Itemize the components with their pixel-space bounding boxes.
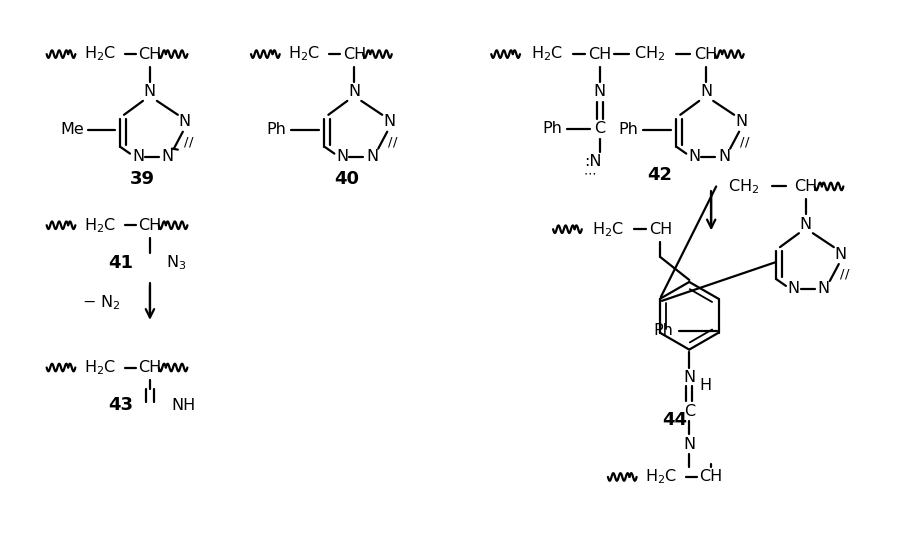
Text: CH: CH — [139, 47, 162, 61]
Text: 42: 42 — [647, 167, 672, 185]
Text: H$_2$C: H$_2$C — [645, 468, 678, 487]
Text: :N: :N — [584, 154, 601, 169]
Text: CH: CH — [588, 47, 611, 61]
Text: NH: NH — [172, 398, 196, 413]
Text: CH: CH — [139, 360, 162, 375]
Text: H$_2$C: H$_2$C — [592, 220, 625, 238]
Text: N: N — [383, 114, 395, 129]
Text: H$_2$C: H$_2$C — [531, 45, 562, 64]
Text: CH: CH — [795, 179, 817, 194]
Text: /: / — [745, 135, 750, 148]
Text: N: N — [683, 370, 696, 385]
Text: /: / — [388, 135, 392, 148]
Text: C: C — [684, 404, 695, 419]
Text: 39: 39 — [130, 171, 155, 188]
Text: 43: 43 — [109, 396, 133, 414]
Text: $-$ N$_2$: $-$ N$_2$ — [83, 293, 121, 312]
Text: H: H — [699, 378, 711, 393]
Text: CH$_2$: CH$_2$ — [634, 45, 665, 64]
Text: CH: CH — [343, 47, 366, 61]
Text: H$_2$C: H$_2$C — [84, 358, 116, 377]
Text: N: N — [700, 84, 712, 99]
Text: H$_2$C: H$_2$C — [84, 45, 116, 64]
Text: Ph: Ph — [266, 122, 286, 137]
Text: Ph: Ph — [653, 323, 674, 338]
Text: 44: 44 — [662, 411, 687, 429]
Text: N: N — [144, 84, 156, 99]
Text: N: N — [718, 149, 730, 164]
Text: H$_2$C: H$_2$C — [84, 216, 116, 235]
Text: /: / — [740, 135, 744, 148]
Text: N: N — [735, 114, 747, 129]
Text: Ph: Ph — [543, 121, 562, 136]
Text: /: / — [189, 135, 194, 148]
Text: N: N — [337, 149, 348, 164]
Text: N: N — [348, 84, 360, 99]
Text: N: N — [688, 149, 700, 164]
Text: CH$_2$: CH$_2$ — [728, 177, 760, 196]
Text: N: N — [800, 217, 812, 232]
Text: 41: 41 — [109, 254, 133, 272]
Text: /: / — [184, 135, 188, 148]
Text: 40: 40 — [334, 171, 359, 188]
Text: CH: CH — [139, 218, 162, 233]
Text: N$_3$: N$_3$ — [166, 254, 186, 273]
Text: CH: CH — [699, 470, 723, 484]
Text: /: / — [840, 268, 844, 281]
Text: ⋯: ⋯ — [583, 167, 596, 180]
Text: C: C — [594, 121, 605, 136]
Text: /: / — [844, 268, 849, 281]
Text: N: N — [834, 247, 847, 262]
Text: H$_2$C: H$_2$C — [288, 45, 320, 64]
Text: N: N — [593, 84, 606, 99]
Text: N: N — [818, 281, 830, 296]
Text: N: N — [788, 281, 800, 296]
Text: /: / — [393, 135, 398, 148]
Text: Me: Me — [60, 122, 84, 137]
Text: Ph: Ph — [618, 122, 638, 137]
Text: CH: CH — [649, 222, 672, 237]
Text: N: N — [179, 114, 191, 129]
Text: N: N — [683, 437, 696, 452]
Text: CH: CH — [695, 47, 718, 61]
Text: N: N — [366, 149, 378, 164]
Text: N: N — [132, 149, 144, 164]
Text: N: N — [162, 149, 174, 164]
